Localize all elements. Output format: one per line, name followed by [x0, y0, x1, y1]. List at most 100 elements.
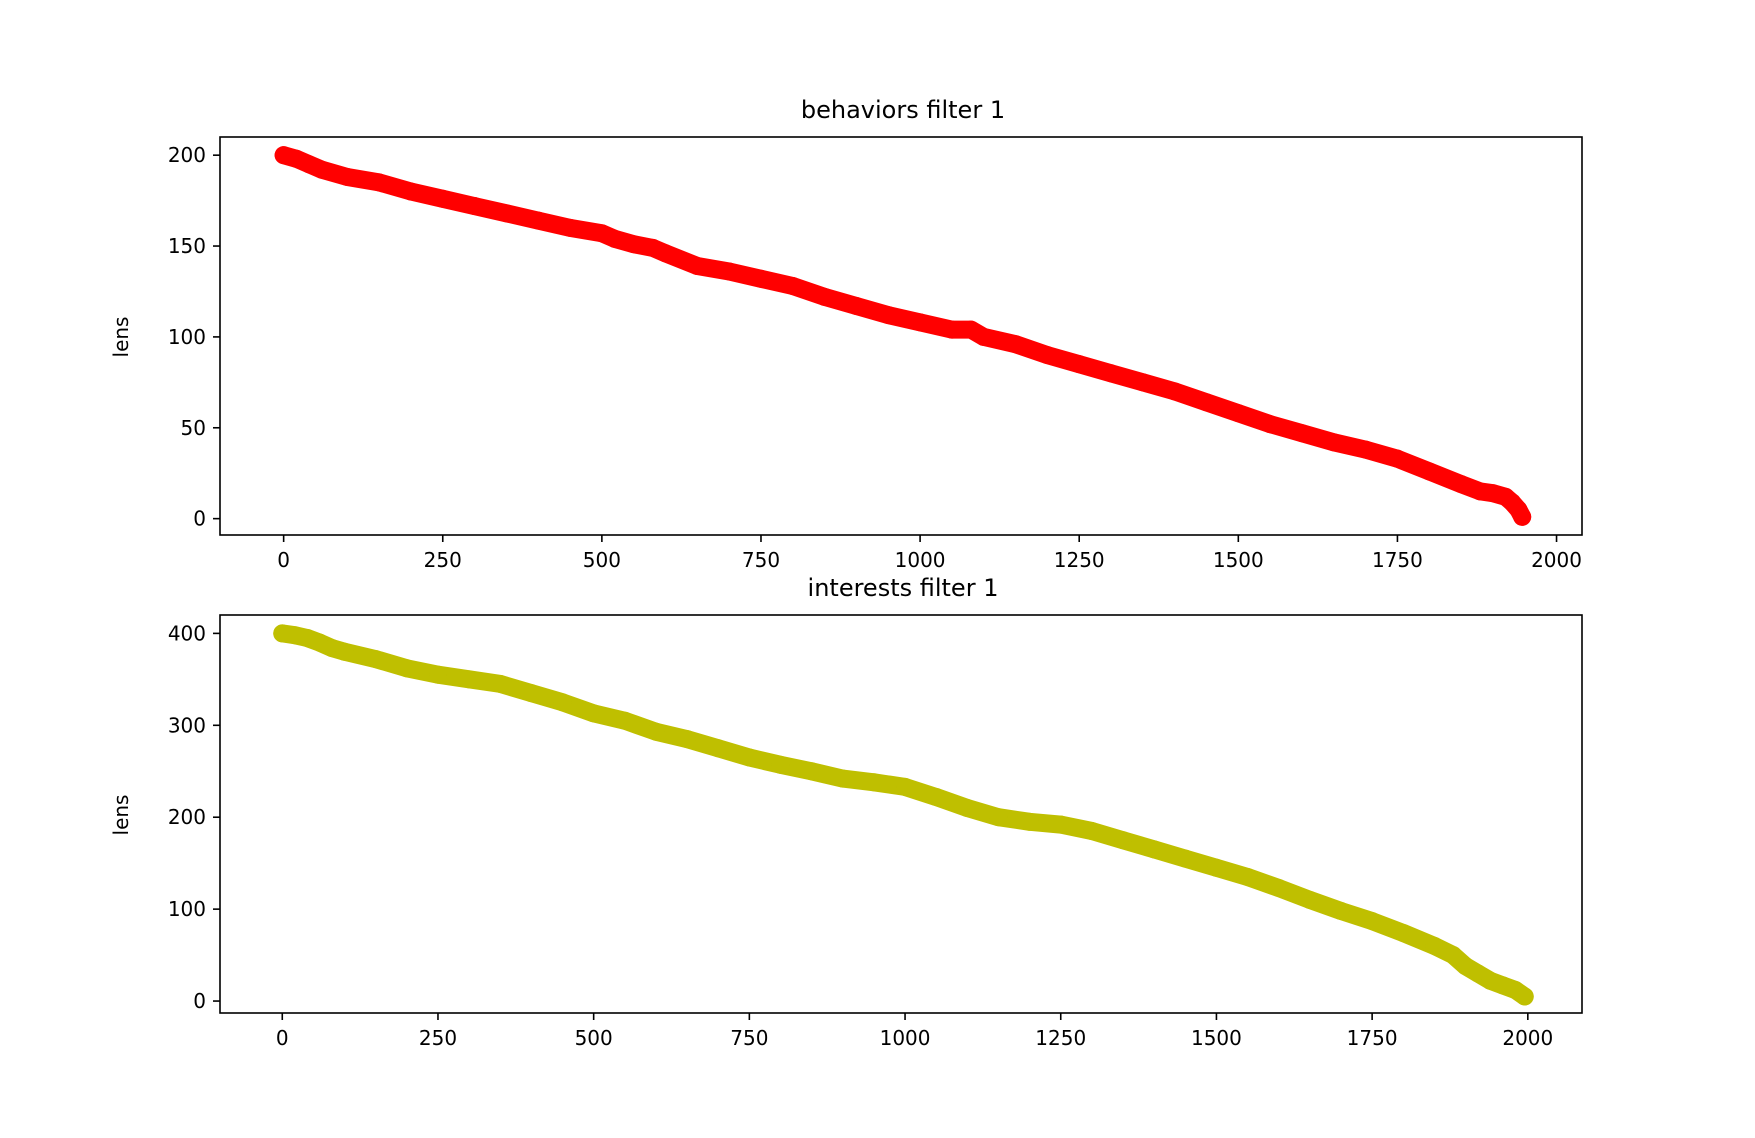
scatter-point [1363, 912, 1382, 931]
scatter-point [1133, 373, 1152, 392]
scatter-point [366, 650, 385, 669]
scatter-point [1515, 987, 1534, 1006]
scatter-point [1229, 404, 1248, 423]
scatter-point [624, 235, 643, 254]
y-tick-label: 50 [181, 416, 206, 440]
scatter-point [1051, 815, 1070, 834]
scatter-point [709, 739, 728, 758]
scatter-point [833, 769, 852, 788]
plot-frame [219, 136, 1583, 536]
scatter-point [460, 670, 479, 689]
y-tick-label: 0 [193, 989, 206, 1013]
scatter-point [561, 218, 580, 237]
scatter-point [522, 684, 541, 703]
scatter-points [273, 624, 1534, 1006]
scatter-point [605, 229, 624, 248]
scatter-point [1452, 475, 1471, 494]
y-tick-label: 150 [168, 234, 206, 258]
y-ticks: 0 100 200 300 400 [168, 621, 220, 1013]
y-axis-label: lens [109, 317, 133, 358]
scatter-point [720, 262, 739, 281]
scatter-point [335, 642, 354, 661]
y-ticks: 0 50 100 150 200 [168, 143, 220, 531]
scatter-point [370, 173, 389, 192]
x-ticks: 0 250 500 750 1000 1250 1500 1750 2000 [276, 1013, 1553, 1050]
plot-frame [219, 614, 1583, 1014]
scatter-point [1513, 507, 1532, 526]
scatter-point [1102, 364, 1121, 383]
scatter-point [312, 160, 331, 179]
scatter-point [1269, 878, 1288, 897]
subplot-title: interests filter 1 [808, 574, 999, 602]
scatter-point [1388, 449, 1407, 468]
x-tick-label: 1250 [1054, 548, 1105, 572]
scatter-point [1176, 849, 1195, 868]
x-tick-label: 250 [424, 548, 462, 572]
scatter-point [974, 327, 993, 346]
x-ticks: 0 250 500 750 1000 1250 1500 1750 2000 [277, 535, 1582, 572]
scatter-point [338, 167, 357, 186]
scatter-point [1394, 924, 1413, 943]
scatter-point [911, 313, 930, 332]
scatter-point [1038, 346, 1057, 365]
scatter-point [428, 665, 447, 684]
y-tick-label: 200 [168, 143, 206, 167]
x-tick-label: 750 [730, 1026, 768, 1050]
scatter-point [491, 674, 510, 693]
scatter-point [1006, 335, 1025, 354]
y-tick-label: 100 [168, 325, 206, 349]
y-axis-label: lens [109, 795, 133, 836]
scatter-point [584, 704, 603, 723]
scatter-point [465, 197, 484, 216]
scatter-point [1261, 415, 1280, 434]
x-tick-label: 0 [276, 1026, 289, 1050]
scatter-point [646, 722, 665, 741]
x-tick-label: 1000 [880, 1026, 931, 1050]
x-tick-label: 500 [575, 1026, 613, 1050]
scatter-point [1207, 858, 1226, 877]
scatter-point [864, 773, 883, 792]
y-tick-label: 300 [168, 713, 206, 737]
scatter-point [1324, 433, 1343, 452]
scatter-point [879, 306, 898, 325]
scatter-point [497, 204, 516, 223]
scatter-point [529, 211, 548, 230]
x-tick-label: 1000 [895, 548, 946, 572]
scatter-point [656, 244, 675, 263]
scatter-point [1114, 831, 1133, 850]
scatter-point [1082, 822, 1101, 841]
x-tick-label: 2000 [1531, 548, 1582, 572]
scatter-points [274, 146, 1532, 526]
scatter-point [1197, 393, 1216, 412]
scatter-point [740, 748, 759, 767]
scatter-point [896, 777, 915, 796]
scatter-point [847, 297, 866, 316]
scatter-point [1425, 936, 1444, 955]
scatter-point [401, 182, 420, 201]
scatter-point [1145, 840, 1164, 859]
scatter-point [1444, 946, 1463, 965]
scatter-point [989, 808, 1008, 827]
y-tick-label: 100 [168, 897, 206, 921]
scatter-point [1238, 867, 1257, 886]
y-tick-label: 400 [168, 621, 206, 645]
y-tick-label: 0 [193, 507, 206, 531]
scatter-point [958, 799, 977, 818]
scatter-point [1300, 890, 1319, 909]
subplot-title: behaviors filter 1 [801, 96, 1005, 124]
x-tick-label: 1750 [1372, 548, 1423, 572]
x-tick-label: 1500 [1213, 548, 1264, 572]
x-tick-label: 2000 [1502, 1026, 1553, 1050]
x-tick-label: 750 [742, 548, 780, 572]
scatter-point [615, 711, 634, 730]
scatter-point [1292, 424, 1311, 443]
subplot-behaviors: behaviors filter 1 lens 0 250 500 750 1000 12… [109, 96, 1583, 572]
scatter-point [783, 277, 802, 296]
scatter-point [1070, 355, 1089, 374]
scatter-point [771, 755, 790, 774]
x-tick-label: 0 [277, 548, 290, 572]
x-tick-label: 1500 [1191, 1026, 1242, 1050]
x-tick-label: 1750 [1347, 1026, 1398, 1050]
scatter-point [553, 693, 572, 712]
